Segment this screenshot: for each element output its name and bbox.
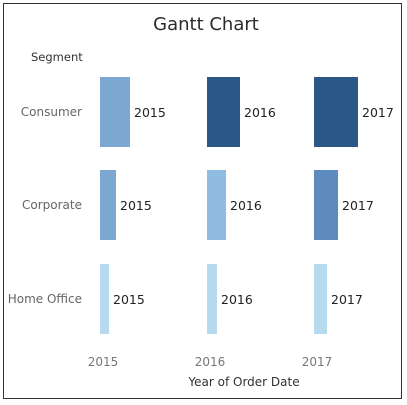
row-label-consumer: Consumer: [21, 105, 82, 119]
bar-home-office-2015: [100, 264, 109, 334]
row-labels: Consumer Corporate Home Office: [8, 105, 82, 306]
row-label-corporate: Corporate: [22, 198, 82, 212]
bar-label-corporate-2017: 2017: [342, 198, 374, 213]
bar-label-corporate-2016: 2016: [230, 198, 262, 213]
bar-corporate-2015: [100, 170, 116, 240]
bar-corporate-2016: [207, 170, 226, 240]
bar-label-consumer-2016: 2016: [244, 105, 276, 120]
chart-frame: Gantt Chart Segment Year of Order Date C…: [3, 3, 402, 399]
bar-label-consumer-2017: 2017: [362, 105, 394, 120]
bars: 2015 2016 2017 2015 2016 2017 2015 2016 2017: [100, 77, 394, 334]
bar-label-home-office-2015: 2015: [113, 292, 145, 307]
x-axis-title: Year of Order Date: [187, 375, 299, 389]
chart-title: Gantt Chart: [153, 14, 259, 35]
bar-corporate-2017: [314, 170, 338, 240]
row-label-home-office: Home Office: [8, 292, 82, 306]
bar-label-home-office-2016: 2016: [221, 292, 253, 307]
bar-consumer-2016: [207, 77, 240, 147]
gantt-chart: Gantt Chart Segment Year of Order Date C…: [8, 14, 394, 389]
x-tick-label-2016: 2016: [195, 355, 226, 369]
row-header: Segment: [31, 50, 83, 64]
bar-label-home-office-2017: 2017: [331, 292, 363, 307]
bar-label-corporate-2015: 2015: [120, 198, 152, 213]
bar-consumer-2017: [314, 77, 358, 147]
bar-home-office-2016: [207, 264, 217, 334]
bar-home-office-2017: [314, 264, 327, 334]
x-tick-label-2015: 2015: [88, 355, 119, 369]
x-tick-label-2017: 2017: [302, 355, 333, 369]
x-axis-ticks: 2015 2016 2017: [88, 355, 333, 369]
bar-consumer-2015: [100, 77, 130, 147]
bar-label-consumer-2015: 2015: [134, 105, 166, 120]
